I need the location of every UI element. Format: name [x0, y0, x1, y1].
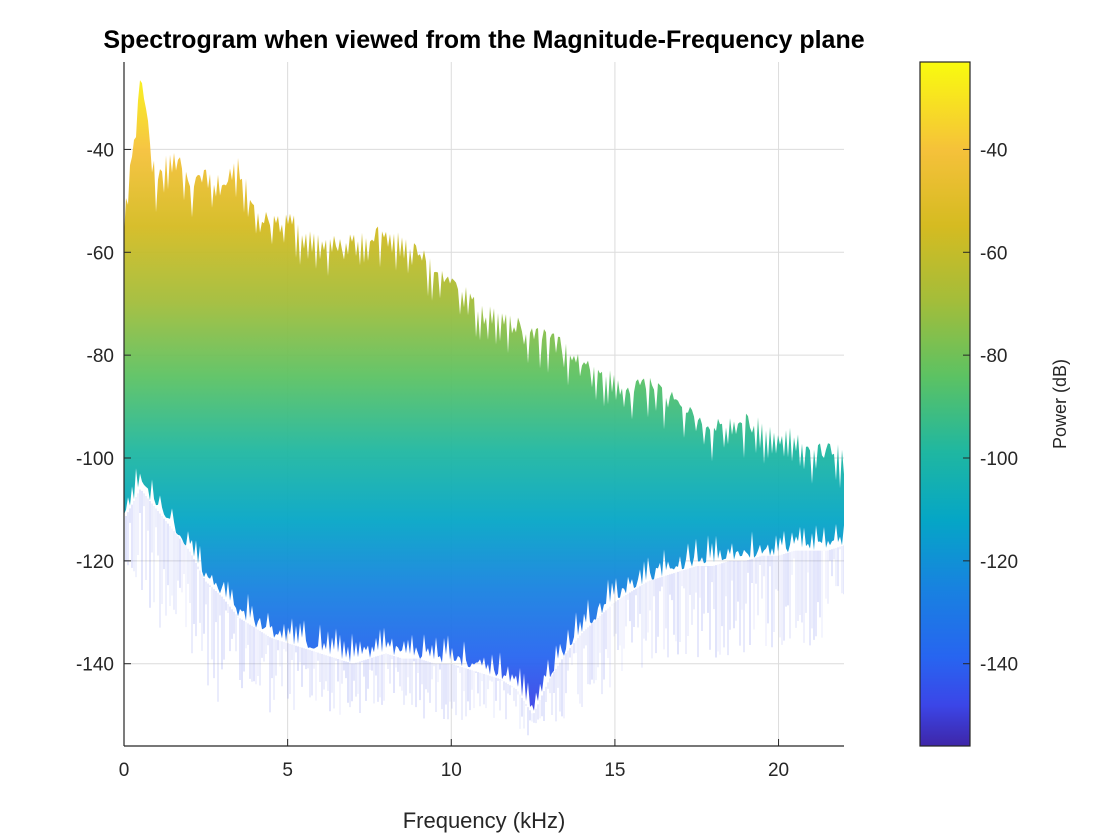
y-tick-label-2: -100 [76, 449, 114, 470]
y-tick-label-3: -80 [87, 346, 114, 367]
y-tick-label-1: -120 [76, 552, 114, 573]
y-tick-label-5: -40 [87, 140, 114, 161]
spectrum-band [124, 80, 844, 711]
colorbar-tick-label-1: -120 [980, 552, 1018, 573]
colorbar: -140 -120 -100 -80 -60 -40 [919, 61, 1018, 747]
x-tick-label-0: 0 [119, 760, 130, 781]
colorbar-tick-label-2: -100 [980, 449, 1018, 470]
x-tick-label-3: 15 [604, 760, 625, 781]
colorbar-tick-label-3: -80 [980, 346, 1007, 367]
y-tick-label-0: -140 [76, 655, 114, 676]
x-tick-label-1: 5 [282, 760, 293, 781]
x-tick-label-2: 10 [441, 760, 462, 781]
chart-title: Spectrogram when viewed from the Magnitu… [103, 26, 864, 54]
colorbar-tick-label-0: -140 [980, 655, 1018, 676]
x-axis-label: Frequency (kHz) [403, 808, 566, 833]
y-axis-ticks: -140 -120 -100 -80 -60 -40 [76, 140, 131, 676]
x-axis-ticks: 0 5 10 15 20 [119, 739, 789, 781]
colorbar-tick-label-4: -60 [980, 243, 1007, 264]
x-tick-label-4: 20 [768, 760, 789, 781]
colorbar-tick-label-5: -40 [980, 140, 1007, 161]
axes-frame [123, 62, 844, 747]
colorbar-gradient [919, 61, 971, 747]
spectrum-area [124, 80, 844, 736]
y-tick-label-4: -60 [87, 243, 114, 264]
colorbar-label: Power (dB) [1050, 359, 1070, 449]
